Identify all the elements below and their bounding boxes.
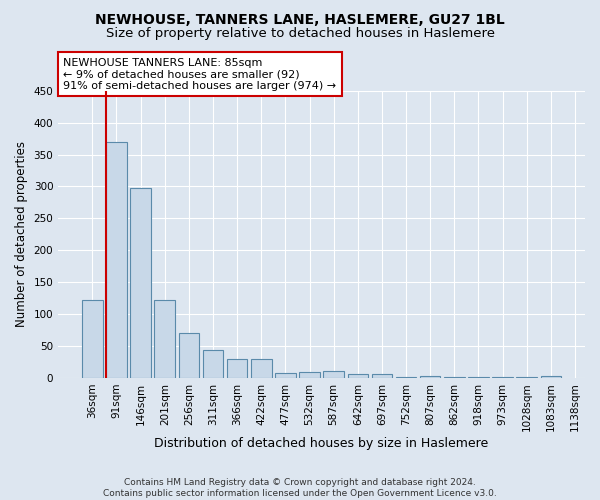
Bar (468, 376, 488, 378)
Bar (371, 374, 392, 378)
Bar (82, 300, 103, 378)
Bar (251, 358, 272, 378)
Bar (106, 142, 127, 378)
Bar (347, 374, 368, 378)
Text: Size of property relative to detached houses in Haslemere: Size of property relative to detached ho… (106, 28, 494, 40)
Bar (444, 377, 464, 378)
Text: NEWHOUSE TANNERS LANE: 85sqm
← 9% of detached houses are smaller (92)
91% of sem: NEWHOUSE TANNERS LANE: 85sqm ← 9% of det… (64, 58, 337, 90)
Bar (227, 358, 247, 378)
Bar (492, 377, 513, 378)
Bar (517, 377, 537, 378)
Text: NEWHOUSE, TANNERS LANE, HASLEMERE, GU27 1BL: NEWHOUSE, TANNERS LANE, HASLEMERE, GU27 … (95, 12, 505, 26)
Text: Contains HM Land Registry data © Crown copyright and database right 2024.
Contai: Contains HM Land Registry data © Crown c… (103, 478, 497, 498)
Bar (154, 300, 175, 378)
Bar (275, 372, 296, 378)
Bar (179, 333, 199, 378)
Bar (130, 188, 151, 378)
Bar (420, 376, 440, 378)
Bar (541, 376, 561, 378)
Bar (396, 377, 416, 378)
Y-axis label: Number of detached properties: Number of detached properties (15, 142, 28, 328)
Bar (203, 350, 223, 378)
Bar (299, 372, 320, 378)
Bar (323, 372, 344, 378)
X-axis label: Distribution of detached houses by size in Haslemere: Distribution of detached houses by size … (154, 437, 489, 450)
